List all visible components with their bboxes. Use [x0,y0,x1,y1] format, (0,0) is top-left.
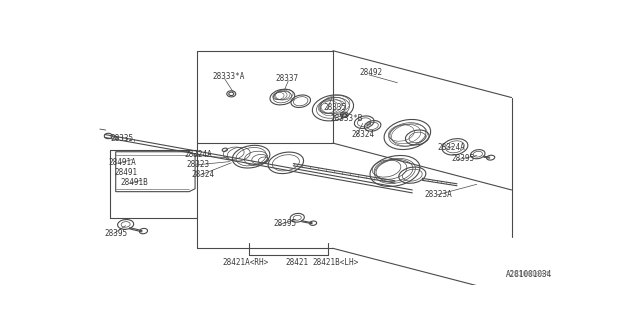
Text: 28324: 28324 [191,170,215,179]
Text: 28491B: 28491B [121,178,148,187]
Text: 28333*B: 28333*B [330,115,363,124]
Text: 28323A: 28323A [425,190,452,199]
Text: A281001034: A281001034 [506,270,552,279]
Text: 28421B<LH>: 28421B<LH> [312,258,358,267]
Text: 28323: 28323 [187,160,210,169]
Text: 28335: 28335 [323,103,346,112]
Text: 28324A: 28324A [437,143,465,152]
Text: 28395: 28395 [273,219,296,228]
Text: 28333*A: 28333*A [213,72,245,81]
Text: 28421A<RH>: 28421A<RH> [222,258,269,267]
Text: 28491A: 28491A [108,157,136,167]
Text: 28421: 28421 [286,258,309,267]
Text: 28335: 28335 [111,134,134,143]
Text: 28395: 28395 [105,229,128,238]
Text: A281001034: A281001034 [506,271,549,277]
Text: 28395: 28395 [451,154,474,163]
Text: 28491: 28491 [115,168,138,177]
Text: 28492: 28492 [359,68,382,77]
Text: 28324: 28324 [352,130,375,139]
Text: 28324A: 28324A [184,150,212,159]
Text: 28337: 28337 [276,74,299,83]
